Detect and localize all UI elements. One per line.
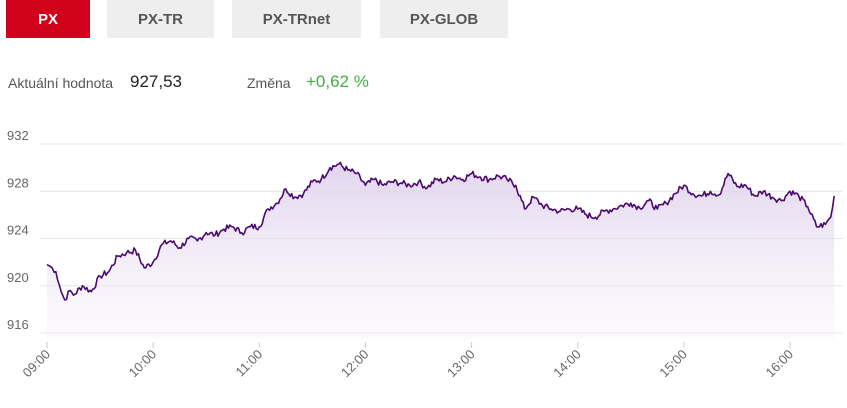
tab-px-tr[interactable]: PX-TR — [107, 0, 214, 38]
tab-px-trnet[interactable]: PX-TRnet — [232, 0, 361, 38]
index-stats: Aktuální hodnota 927,53 Změna +0,62 % — [8, 72, 508, 94]
y-tick-label: 916 — [7, 317, 29, 332]
current-value: 927,53 — [130, 72, 182, 91]
y-axis: 916 920 924 928 932 — [7, 128, 29, 332]
x-tick-label: 09:00 — [20, 347, 54, 381]
change-value: +0,62 % — [306, 72, 369, 91]
y-tick-label: 920 — [7, 270, 29, 285]
x-tick-label: 12:00 — [338, 347, 372, 381]
tab-px-glob[interactable]: PX-GLOB — [380, 0, 508, 38]
x-tick-label: 14:00 — [550, 347, 584, 381]
index-chart: 916 920 924 928 932 09:00 10:00 11:00 12:00 13:0… — [7, 128, 843, 381]
x-tick-label: 15:00 — [656, 347, 690, 381]
price-line — [46, 161, 835, 301]
y-tick-label: 932 — [7, 128, 29, 143]
change-label: Změna — [247, 75, 291, 91]
y-tick-label: 924 — [7, 223, 29, 238]
x-tick-label: 16:00 — [763, 347, 797, 381]
current-value-label: Aktuální hodnota — [8, 75, 114, 91]
y-tick-label: 928 — [7, 175, 29, 190]
x-tick-label: 13:00 — [444, 347, 478, 381]
tab-px[interactable]: PX — [6, 0, 90, 38]
x-tick-label: 10:00 — [126, 347, 160, 381]
x-axis: 09:00 10:00 11:00 12:00 13:00 14:00 15:00 16:00 — [20, 342, 797, 381]
x-tick-label: 11:00 — [232, 347, 265, 380]
price-area — [47, 162, 835, 339]
